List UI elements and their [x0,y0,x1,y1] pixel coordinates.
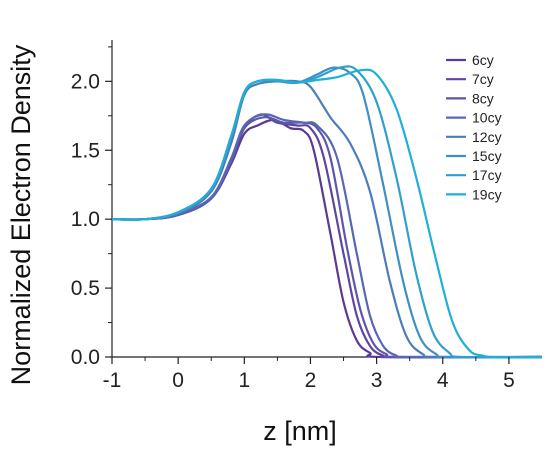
y-tick-label: 1.5 [71,139,100,162]
y-axis-ticks: 0.0 0.5 1.0 1.5 2.0 [71,46,112,369]
x-tick-label: 4 [437,369,449,392]
legend-label-15cy: 15cy [472,148,502,164]
legend-label-17cy: 17cy [472,167,502,183]
legend-label-6cy: 6cy [472,52,494,68]
legend-label-7cy: 7cy [472,71,494,87]
legend-label-8cy: 8cy [472,90,494,106]
x-axis-label: z [nm] [263,416,337,446]
x-tick-label: -1 [103,369,122,392]
legend-label-10cy: 10cy [472,110,502,126]
y-tick-label: 0.0 [71,346,100,369]
x-tick-label: 0 [172,369,184,392]
legend: 6cy 7cy 8cy 10cy 12cy 15cy 17cy 19cy [446,52,502,202]
legend-label-19cy: 19cy [472,186,502,202]
x-tick-label: 3 [371,369,383,392]
curves [111,65,543,359]
series-line-10cy [111,113,543,359]
x-tick-label: 1 [238,369,250,392]
x-axis-ticks: -1 0 1 2 3 4 5 [103,357,515,392]
y-tick-label: 1.0 [71,208,100,231]
series-line-12cy [111,79,543,359]
x-tick-label: 2 [305,369,317,392]
x-tick-label: 5 [503,369,515,392]
y-tick-label: 2.0 [71,70,100,93]
y-axis-label: Normalized Electron Density [6,44,36,385]
y-tick-label: 0.5 [71,277,100,300]
series-line-19cy [111,68,543,359]
legend-label-12cy: 12cy [472,129,502,145]
